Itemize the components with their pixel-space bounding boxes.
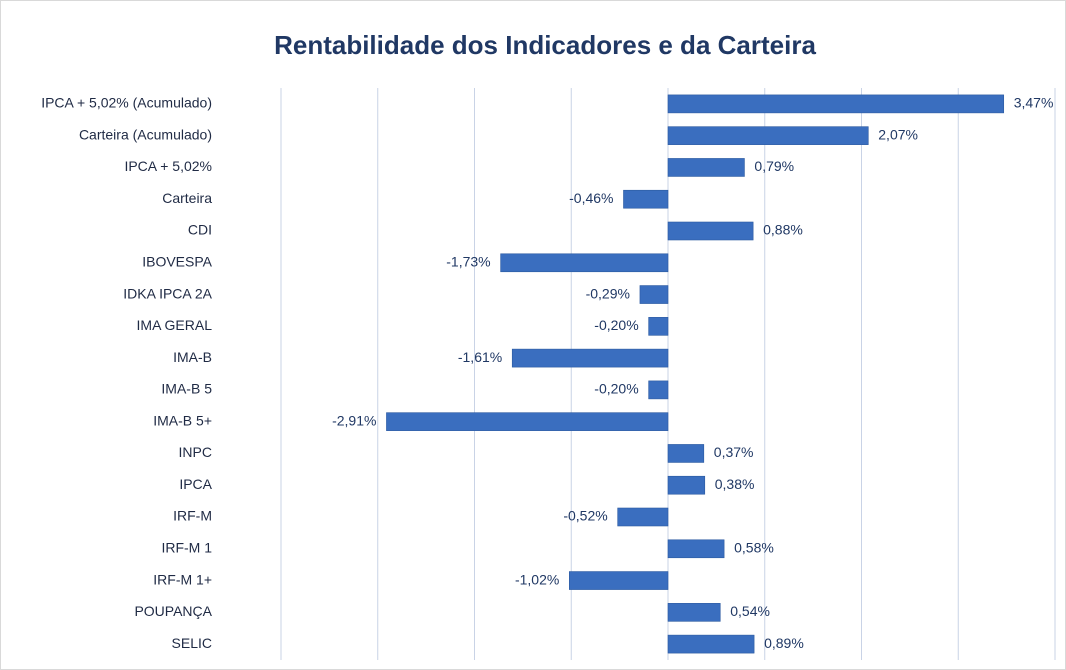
value-label: -0,20%	[594, 317, 638, 333]
y-tick-label: SELIC	[172, 635, 212, 651]
bar	[500, 253, 669, 273]
y-tick-label: IRF-M 1+	[153, 571, 212, 587]
bar	[639, 285, 669, 304]
value-label: 0,88%	[763, 222, 803, 238]
bar	[617, 507, 669, 527]
bar	[667, 94, 1005, 114]
value-label: -2,91%	[332, 412, 376, 428]
value-label: 0,37%	[714, 444, 754, 460]
value-label: 2,07%	[878, 126, 918, 142]
value-label: 3,47%	[1014, 95, 1054, 111]
value-label: -0,46%	[569, 190, 613, 206]
bar	[623, 189, 669, 209]
bar	[667, 475, 706, 495]
y-tick-label: INPC	[179, 444, 212, 460]
y-tick-label: CDI	[188, 222, 212, 238]
y-tick-label: IDKA IPCA 2A	[123, 285, 212, 301]
y-tick-label: IPCA + 5,02% (Acumulado)	[41, 95, 212, 111]
bar	[667, 603, 721, 622]
chart-title: Rentabilidade dos Indicadores e da Carte…	[274, 30, 816, 60]
y-tick-label: IMA-B 5	[161, 381, 212, 397]
y-tick-label: IRF-M 1	[161, 539, 212, 555]
bar	[667, 634, 755, 654]
y-tick-label: Carteira (Acumulado)	[79, 126, 212, 142]
y-tick-label: Carteira	[162, 190, 212, 206]
y-tick-label: IPCA	[179, 476, 212, 492]
value-label: -0,29%	[586, 285, 630, 301]
y-tick-label: IMA-B 5+	[153, 412, 212, 428]
bar	[667, 539, 725, 559]
value-label: -0,20%	[594, 381, 638, 397]
y-tick-label: IBOVESPA	[142, 253, 212, 269]
y-tick-label: POUPANÇA	[134, 603, 212, 619]
value-label: -0,52%	[563, 508, 607, 524]
bar	[667, 158, 745, 177]
value-label: 0,89%	[764, 635, 804, 651]
bar	[511, 348, 669, 368]
bar	[667, 221, 754, 241]
bar	[569, 571, 669, 590]
bar	[386, 412, 669, 431]
value-label: -1,73%	[446, 253, 490, 269]
value-label: 0,58%	[734, 539, 774, 555]
bar	[667, 126, 869, 145]
bar	[648, 317, 669, 336]
value-label: 0,79%	[754, 158, 794, 174]
value-label: -1,61%	[458, 349, 502, 365]
bar	[667, 444, 705, 463]
y-tick-label: IRF-M	[173, 508, 212, 524]
y-tick-label: IMA GERAL	[137, 317, 213, 333]
value-label: -1,02%	[515, 571, 559, 587]
y-tick-label: IMA-B	[173, 349, 212, 365]
value-label: 0,38%	[715, 476, 755, 492]
value-label: 0,54%	[730, 603, 770, 619]
y-tick-label: IPCA + 5,02%	[124, 158, 212, 174]
bar	[648, 380, 669, 400]
